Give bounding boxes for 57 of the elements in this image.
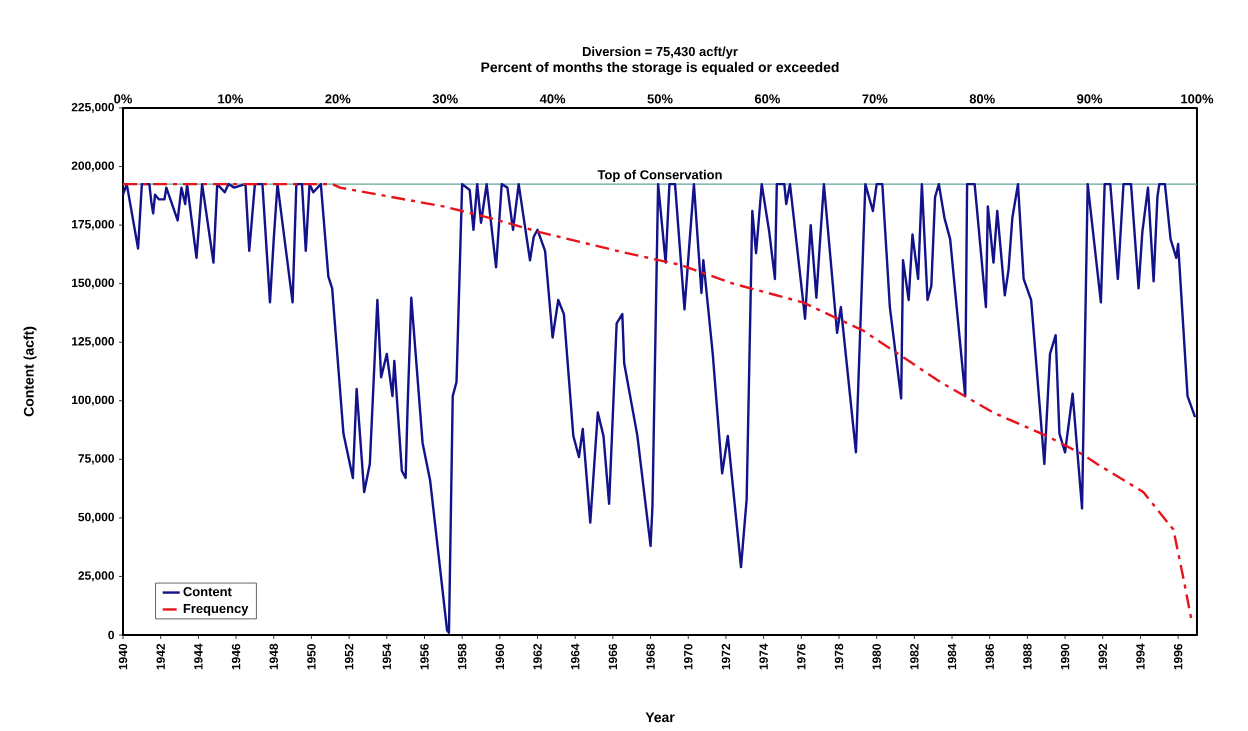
x-tick-label: 1944 bbox=[194, 643, 203, 670]
x-tick-label: 1952 bbox=[344, 643, 354, 670]
y-tick-label: 150,000 bbox=[72, 278, 114, 289]
x-tick-label: 1962 bbox=[533, 643, 542, 670]
x-tick-label: 1972 bbox=[721, 643, 731, 670]
x-tick-label: 1980 bbox=[872, 644, 881, 670]
x2-tick-label: 70% bbox=[862, 94, 888, 104]
x2-tick-label: 60% bbox=[754, 94, 781, 104]
y-tick-label: 25,000 bbox=[78, 571, 114, 582]
y-tick-label: 0 bbox=[108, 630, 115, 640]
x-tick-label: 1954 bbox=[382, 643, 392, 670]
x-tick-label: 1968 bbox=[646, 643, 655, 670]
x-tick-label: 1996 bbox=[1173, 643, 1183, 670]
x-tick-label: 1966 bbox=[608, 643, 618, 670]
x2-tick-label: 0% bbox=[114, 94, 133, 104]
x2-tick-label: 40% bbox=[539, 94, 566, 104]
chart-title: Diversion = 75,430 acft/yr bbox=[582, 46, 738, 59]
x-tick-label: 1986 bbox=[985, 643, 994, 670]
x-tick-label: 1982 bbox=[910, 643, 919, 670]
x-tick-label: 1950 bbox=[307, 644, 316, 670]
legend-label: Content bbox=[183, 587, 232, 597]
legend-label: Frequency bbox=[183, 604, 249, 616]
x-tick-label: 1970 bbox=[684, 644, 693, 670]
y-tick-label: 75,000 bbox=[78, 454, 114, 465]
y-axis-title: Content (acft) bbox=[23, 326, 37, 417]
x-tick-label: 1940 bbox=[118, 644, 128, 670]
x-tick-label: 1984 bbox=[947, 643, 957, 670]
x-tick-label: 1978 bbox=[834, 643, 844, 670]
x-tick-label: 1994 bbox=[1136, 643, 1145, 670]
y-tick-label: 100,000 bbox=[72, 395, 114, 406]
x-tick-label: 1942 bbox=[156, 643, 165, 670]
x2-tick-label: 80% bbox=[969, 94, 995, 104]
x2-axis-title: Percent of months the storage is equaled or exceeded bbox=[481, 61, 839, 75]
x2-tick-label: 20% bbox=[325, 94, 351, 104]
y-tick-label: 50,000 bbox=[78, 512, 114, 523]
x2-tick-label: 50% bbox=[647, 94, 673, 104]
x-tick-label: 1958 bbox=[457, 643, 467, 670]
x-tick-label: 1946 bbox=[231, 643, 241, 670]
x2-tick-label: 90% bbox=[1077, 94, 1103, 104]
x2-tick-label: 10% bbox=[218, 94, 244, 104]
x-tick-label: 1960 bbox=[495, 644, 505, 670]
y-tick-label: 225,000 bbox=[71, 102, 114, 114]
x-tick-label: 1992 bbox=[1098, 643, 1107, 670]
x-axis-title: Year bbox=[645, 712, 675, 723]
ref-line-label: Top of Conservation bbox=[597, 169, 722, 182]
x2-tick-label: 100% bbox=[1181, 94, 1214, 104]
x-tick-label: 1964 bbox=[570, 643, 580, 670]
x-tick-label: 1990 bbox=[1060, 644, 1070, 670]
x-tick-label: 1976 bbox=[797, 643, 806, 670]
x-tick-label: 1988 bbox=[1023, 643, 1032, 670]
y-tick-label: 125,000 bbox=[72, 337, 114, 348]
y-tick-label: 175,000 bbox=[72, 220, 114, 231]
y-tick-label: 200,000 bbox=[71, 161, 114, 172]
x2-tick-label: 30% bbox=[432, 94, 458, 104]
x-tick-label: 1956 bbox=[420, 643, 429, 670]
x-tick-label: 1974 bbox=[759, 643, 768, 670]
x-tick-label: 1948 bbox=[269, 643, 278, 670]
